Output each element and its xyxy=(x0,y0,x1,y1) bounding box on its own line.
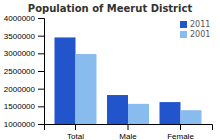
bars xyxy=(55,37,202,124)
tick: 2500000 xyxy=(4,67,44,76)
tick-mark xyxy=(38,18,44,19)
plot: 1000000 1500000 2000000 2500000 3000000 35000… xyxy=(4,14,213,140)
tick-label: 2500000 xyxy=(4,67,36,76)
tick-mark xyxy=(75,124,76,130)
tick-label: 3500000 xyxy=(4,32,36,41)
legend-label: 2001 xyxy=(190,30,210,39)
tick-mark xyxy=(38,106,44,107)
bar xyxy=(55,37,76,124)
legend-swatch xyxy=(180,21,187,28)
tick-label: 4000000 xyxy=(4,14,36,23)
tick: 3000000 xyxy=(4,49,44,58)
bar xyxy=(181,110,202,124)
legend-swatch xyxy=(180,31,187,38)
tick-label: Female xyxy=(167,132,194,140)
tick-mark xyxy=(38,53,44,54)
axis-line xyxy=(38,19,45,125)
tick-mark xyxy=(180,124,181,130)
tick: Female xyxy=(167,124,194,140)
tick: 1500000 xyxy=(4,102,44,111)
axis-line xyxy=(45,125,213,131)
tick-label: 2000000 xyxy=(4,85,36,94)
chart: Population of Meerut District 1000000 1500… xyxy=(0,0,220,140)
tick-mark xyxy=(38,89,44,90)
bar xyxy=(160,102,181,124)
tick-label: Total xyxy=(67,132,84,140)
series xyxy=(55,37,181,124)
x-axis: Total Male Female xyxy=(45,124,213,140)
tick-mark xyxy=(128,124,129,130)
legend-item: 2001 xyxy=(180,30,210,39)
bar xyxy=(128,104,149,124)
tick-label: 1000000 xyxy=(4,120,36,129)
tick-mark xyxy=(38,36,44,37)
tick-mark xyxy=(38,124,44,125)
tick: Total xyxy=(67,124,84,140)
legend-item: 2011 xyxy=(180,20,210,29)
series xyxy=(76,54,202,124)
bar xyxy=(76,54,97,124)
legend-label: 2011 xyxy=(190,20,210,29)
tick-label: 1500000 xyxy=(4,102,36,111)
bar xyxy=(107,95,128,124)
tick: 2000000 xyxy=(4,85,44,94)
tick-label: 3000000 xyxy=(4,49,36,58)
tick: Male xyxy=(119,124,137,140)
title: Population of Meerut District xyxy=(28,3,193,14)
tick-label: Male xyxy=(119,132,137,140)
tick: 1000000 xyxy=(4,120,44,129)
tick: 4000000 xyxy=(4,14,44,23)
y-axis: 1000000 1500000 2000000 2500000 3000000 35000… xyxy=(4,14,45,129)
tick: 3500000 xyxy=(4,32,44,41)
tick-mark xyxy=(38,71,44,72)
legend: 20112001 xyxy=(180,20,210,39)
